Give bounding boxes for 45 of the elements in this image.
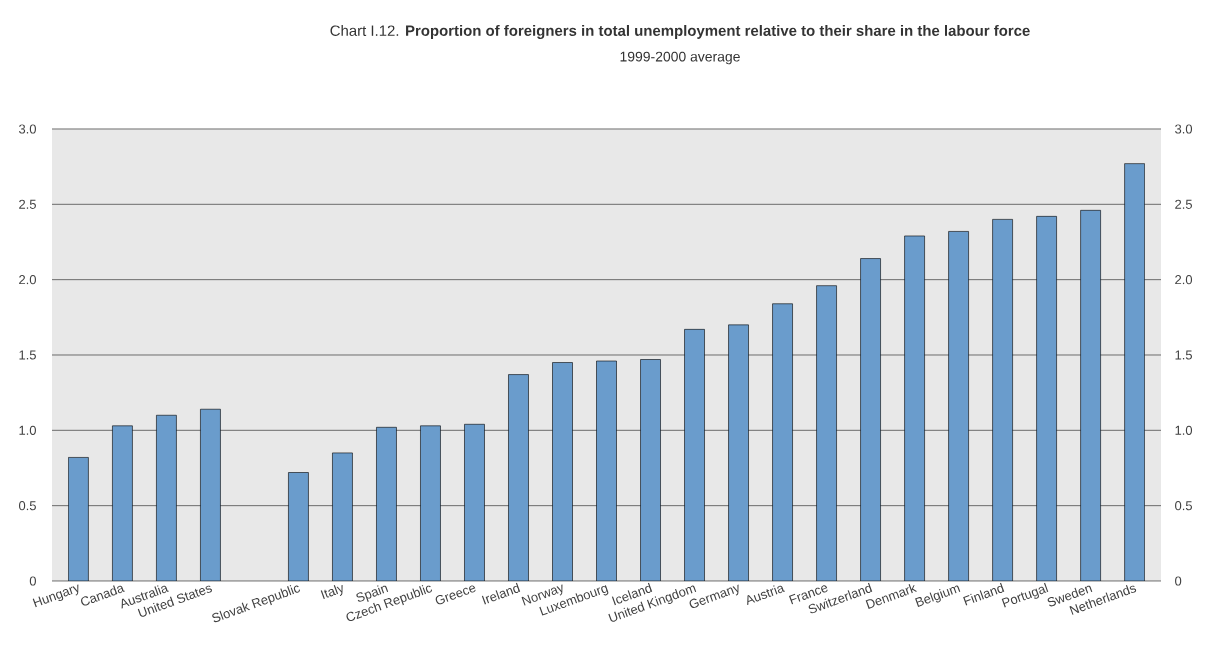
bar (156, 414, 177, 581)
y-tick-label: 1.5 (19, 350, 36, 360)
y-tick-label: 0.5 (18, 501, 36, 511)
bar (376, 427, 397, 581)
x-tick-label: Ireland (481, 582, 521, 605)
bar (1124, 163, 1145, 581)
bar (68, 457, 89, 581)
bar (200, 408, 221, 581)
y-tick-label: 0 (29, 576, 36, 586)
y2-tick-label: 0 (1175, 576, 1182, 586)
bar (288, 472, 309, 581)
bar (596, 360, 617, 581)
y-tick-label: 2.0 (19, 275, 36, 285)
bar (948, 231, 969, 581)
bar (684, 329, 705, 581)
bar (728, 324, 749, 581)
bar (464, 423, 485, 581)
y2-tick-label: 1.5 (1175, 350, 1192, 360)
x-tick-label: Italy (320, 584, 343, 600)
bar (904, 235, 925, 581)
y-tick-label: 1.0 (19, 425, 36, 435)
bar (552, 362, 573, 581)
bar (1080, 210, 1101, 581)
y2-tick-label: 0.5 (1175, 501, 1192, 511)
y2-tick-label: 3.0 (1175, 124, 1193, 134)
y-tick-label: 3.0 (18, 124, 36, 134)
bar (332, 452, 353, 581)
bar (772, 303, 793, 581)
y2-tick-label: 2.5 (1175, 199, 1192, 209)
y2-tick-label: 2.0 (1175, 275, 1193, 285)
bar (112, 425, 133, 581)
bar (640, 359, 661, 581)
x-tick-label: Belgium (915, 585, 961, 607)
y2-tick-label: 1.0 (1175, 425, 1193, 435)
bar (1036, 216, 1057, 581)
y-tick-label: 2.5 (19, 199, 36, 209)
bar (992, 219, 1013, 581)
x-tick-label: Austria (747, 585, 786, 606)
chart-subtitle: 1999-2000 average (620, 51, 740, 65)
bar (860, 258, 881, 581)
x-tick-label: Greece (435, 585, 476, 605)
bar (508, 374, 529, 581)
bar (420, 425, 441, 581)
bar (816, 285, 837, 581)
chart-title: Chart I.12. Proportion of foreigners in total unemployment relative to their share in the labour force (330, 24, 1030, 39)
